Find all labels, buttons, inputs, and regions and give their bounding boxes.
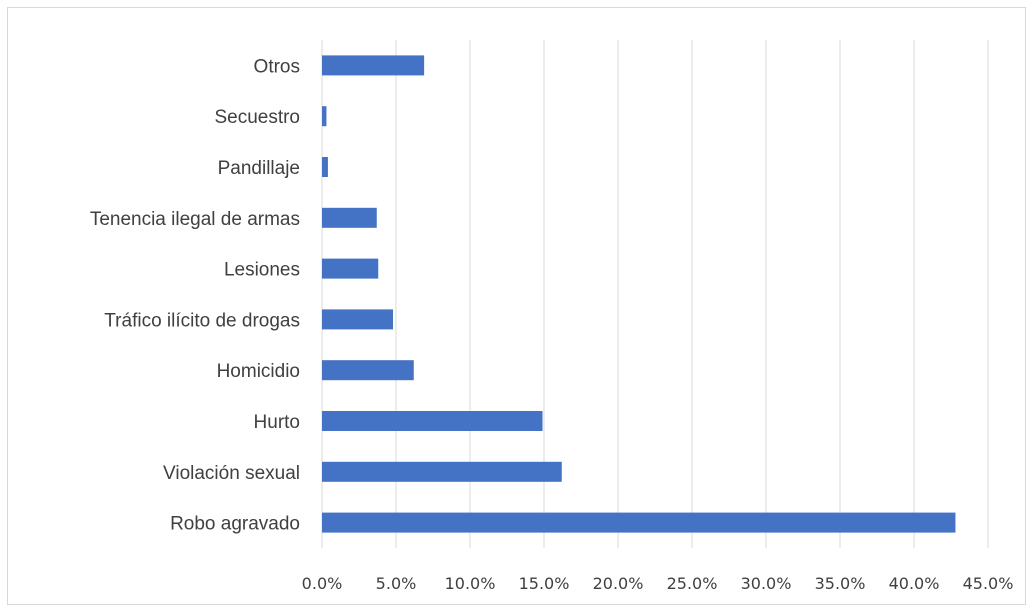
bar bbox=[322, 360, 414, 381]
category-label: Tráfico ilícito de drogas bbox=[104, 310, 300, 331]
x-tick-label: 25.0% bbox=[667, 574, 718, 593]
bar bbox=[322, 512, 956, 533]
category-label: Violación sexual bbox=[163, 463, 300, 484]
x-tick-label: 35.0% bbox=[815, 574, 866, 593]
category-label: Pandillaje bbox=[218, 158, 300, 179]
x-tick-label: 45.0% bbox=[963, 574, 1014, 593]
chart-frame bbox=[7, 7, 1026, 605]
bar bbox=[322, 55, 425, 76]
x-tick-label: 10.0% bbox=[445, 574, 496, 593]
bar bbox=[322, 157, 328, 177]
category-label: Hurto bbox=[254, 412, 300, 433]
category-label: Robo agravado bbox=[170, 514, 300, 535]
x-tick-label: 5.0% bbox=[376, 574, 417, 593]
x-tick-label: 40.0% bbox=[889, 574, 940, 593]
bar bbox=[322, 411, 543, 431]
bar bbox=[322, 106, 327, 127]
bars bbox=[322, 55, 956, 533]
category-label: Tenencia ilegal de armas bbox=[90, 209, 300, 230]
x-tick-label: 15.0% bbox=[519, 574, 570, 593]
category-label: Lesiones bbox=[224, 260, 300, 281]
x-tick-label: 20.0% bbox=[593, 574, 644, 593]
category-label: Homicidio bbox=[217, 361, 300, 382]
x-axis-tick-labels: 0.0% 5.0% 10.0% 15.0% 20.0% 25.0% 30.0% 35.0% 40… bbox=[302, 574, 1014, 593]
bar bbox=[322, 461, 562, 482]
x-tick-label: 30.0% bbox=[741, 574, 792, 593]
bar bbox=[322, 309, 394, 330]
category-labels: Robo agravado Violación sexual Hurto Homici… bbox=[90, 56, 300, 534]
category-label: Secuestro bbox=[214, 107, 300, 128]
category-label: Otros bbox=[254, 56, 300, 77]
bar bbox=[322, 258, 379, 279]
x-tick-label: 0.0% bbox=[302, 574, 343, 593]
bar bbox=[322, 207, 377, 228]
